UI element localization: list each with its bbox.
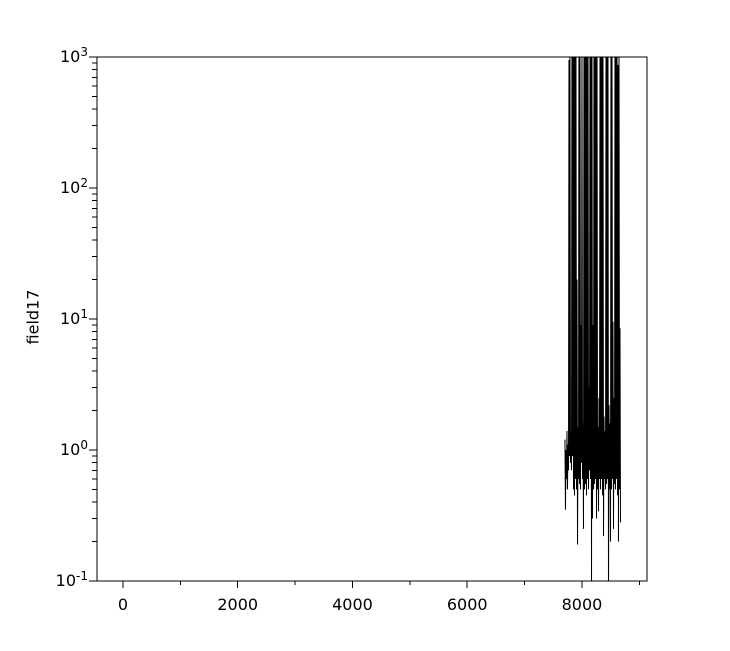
plot-border: [96, 56, 648, 582]
x-tick-label: 2000: [217, 595, 259, 614]
x-tick-label: 0: [117, 595, 129, 614]
x-tick-label: 6000: [446, 595, 488, 614]
x-tick-label: 4000: [332, 595, 373, 614]
y-axis-title: field17: [23, 289, 43, 345]
y-tick-label: 100: [60, 438, 88, 459]
data-series-field17: [564, 57, 621, 581]
y-tick-label: 101: [60, 307, 88, 328]
x-tick-label: 8000: [561, 595, 603, 614]
y-tick-label: 102: [60, 176, 88, 197]
y-tick-label: 10-1: [55, 569, 88, 590]
axes: [89, 56, 648, 588]
y-tick-label: 103: [60, 45, 88, 66]
